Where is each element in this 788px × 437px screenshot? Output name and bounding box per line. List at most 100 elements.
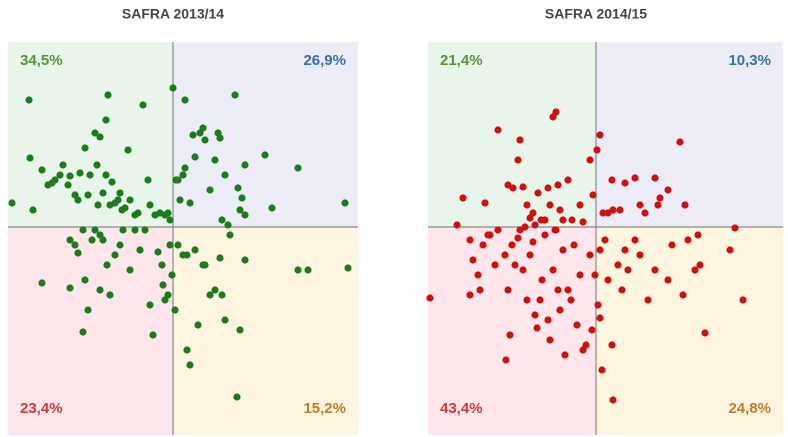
point xyxy=(108,178,116,186)
point xyxy=(453,221,461,229)
point xyxy=(551,226,559,234)
point xyxy=(523,201,531,209)
point xyxy=(544,316,552,324)
point xyxy=(231,91,239,99)
point xyxy=(111,251,119,259)
point xyxy=(531,221,539,229)
point xyxy=(609,396,617,404)
quadrant-label: 10,3% xyxy=(728,52,771,69)
point xyxy=(582,341,590,349)
point xyxy=(599,209,607,217)
point xyxy=(731,224,739,232)
point xyxy=(501,251,509,259)
point xyxy=(88,236,96,244)
point xyxy=(664,186,672,194)
quadrant-label: 15,2% xyxy=(303,400,346,417)
point xyxy=(236,206,244,214)
point xyxy=(579,218,587,226)
point xyxy=(102,116,110,124)
point xyxy=(233,393,241,401)
quadrant-background xyxy=(428,42,596,227)
quadrant-label: 23,4% xyxy=(20,400,63,417)
point xyxy=(554,181,562,189)
point xyxy=(179,171,187,179)
point xyxy=(561,351,569,359)
point xyxy=(514,156,522,164)
point xyxy=(199,124,207,132)
point xyxy=(476,286,484,294)
point xyxy=(598,366,606,374)
point xyxy=(166,216,174,224)
point xyxy=(74,196,82,204)
point xyxy=(573,321,581,329)
point xyxy=(586,251,594,259)
point xyxy=(189,131,197,139)
point xyxy=(121,204,129,212)
point xyxy=(556,206,564,214)
point xyxy=(238,194,246,202)
point xyxy=(174,176,182,184)
point xyxy=(504,286,512,294)
point xyxy=(506,331,514,339)
point xyxy=(191,246,199,254)
point xyxy=(216,134,224,142)
point xyxy=(221,171,229,179)
point xyxy=(481,199,489,207)
point xyxy=(174,241,182,249)
point xyxy=(176,196,184,204)
point xyxy=(469,256,477,264)
point xyxy=(99,189,107,197)
point xyxy=(84,306,92,314)
point xyxy=(186,361,194,369)
quadrant-background xyxy=(428,227,596,435)
point xyxy=(99,236,107,244)
point xyxy=(226,231,234,239)
point xyxy=(621,246,629,254)
quadrant-background xyxy=(173,42,358,227)
point xyxy=(81,276,89,284)
point xyxy=(96,286,104,294)
point xyxy=(576,271,584,279)
point xyxy=(654,201,662,209)
point xyxy=(116,241,124,249)
point xyxy=(181,96,189,104)
point xyxy=(668,241,676,249)
point xyxy=(570,241,578,249)
point xyxy=(691,266,699,274)
point xyxy=(546,336,554,344)
point xyxy=(183,251,191,259)
point xyxy=(549,266,557,274)
point xyxy=(726,246,734,254)
point xyxy=(164,291,172,299)
point xyxy=(589,191,597,199)
point xyxy=(91,129,99,137)
quadrant-label: 24,8% xyxy=(728,400,771,417)
point xyxy=(206,186,214,194)
point xyxy=(116,189,124,197)
point xyxy=(514,234,522,242)
point xyxy=(71,241,79,249)
point xyxy=(261,151,269,159)
point xyxy=(651,174,659,182)
point xyxy=(636,201,644,209)
point xyxy=(211,286,219,294)
point xyxy=(56,171,64,179)
point xyxy=(294,164,302,172)
point xyxy=(26,154,34,162)
point xyxy=(149,331,157,339)
quadrant-label: 34,5% xyxy=(20,52,63,69)
point xyxy=(486,231,494,239)
point xyxy=(79,328,87,336)
point xyxy=(141,226,149,234)
point xyxy=(564,176,572,184)
point xyxy=(516,136,524,144)
point xyxy=(596,131,604,139)
point xyxy=(541,216,549,224)
point xyxy=(25,96,33,104)
point xyxy=(474,271,482,279)
point xyxy=(536,296,544,304)
point xyxy=(546,201,554,209)
point xyxy=(508,241,516,249)
point xyxy=(211,156,219,164)
point xyxy=(201,261,209,269)
